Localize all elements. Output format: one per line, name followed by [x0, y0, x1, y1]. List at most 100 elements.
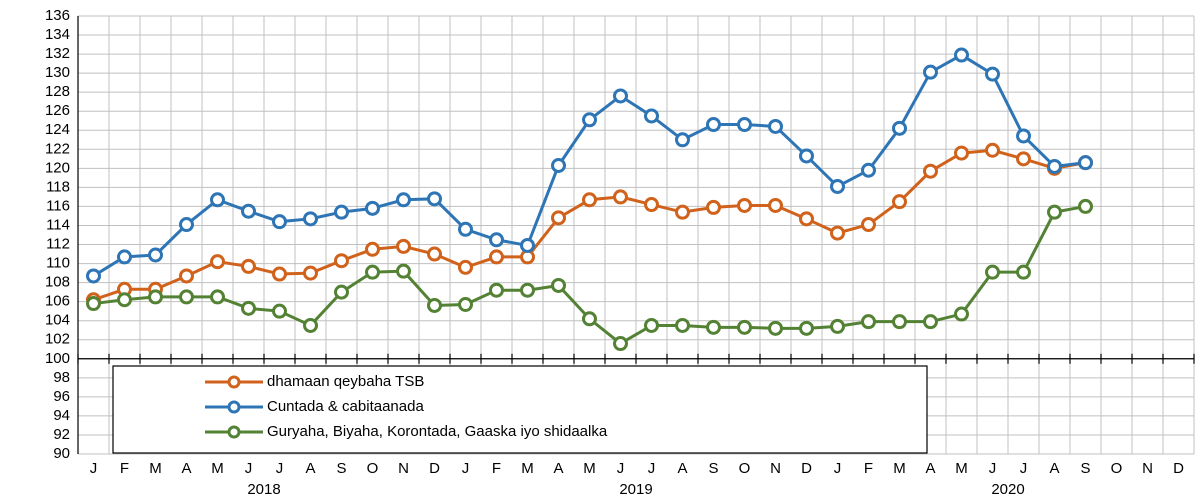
- marker: [675, 132, 690, 148]
- x-tick-label: M: [583, 460, 596, 477]
- x-tick-label: J: [462, 460, 470, 477]
- marker: [985, 142, 1000, 158]
- marker: [706, 199, 721, 215]
- marker: [241, 258, 256, 274]
- marker: [396, 263, 411, 279]
- marker: [303, 265, 318, 281]
- marker: [644, 317, 659, 333]
- marker: [458, 259, 473, 275]
- marker: [396, 238, 411, 254]
- marker: [148, 247, 163, 263]
- x-tick-label: F: [492, 460, 501, 477]
- year-label: 2018: [247, 481, 280, 498]
- x-tick-label: F: [864, 460, 873, 477]
- marker: [489, 282, 504, 298]
- marker: [582, 192, 597, 208]
- x-tick-label: M: [893, 460, 906, 477]
- x-tick-label: A: [925, 460, 935, 477]
- x-tick-label: M: [211, 460, 224, 477]
- marker: [241, 300, 256, 316]
- x-tick-label: M: [955, 460, 968, 477]
- y-tick-label: 116: [46, 197, 70, 214]
- marker: [861, 162, 876, 178]
- x-tick-label: D: [1173, 460, 1184, 477]
- x-tick-label: A: [181, 460, 191, 477]
- marker: [768, 118, 783, 134]
- marker: [458, 221, 473, 237]
- marker: [1047, 158, 1062, 174]
- x-tick-label: A: [553, 460, 563, 477]
- marker: [1016, 128, 1031, 144]
- x-tick-label: A: [305, 460, 315, 477]
- x-tick-label: N: [770, 460, 781, 477]
- x-tick-label: J: [834, 460, 842, 477]
- y-tick-label: 108: [45, 274, 70, 291]
- marker: [520, 237, 535, 253]
- x-tick-label: M: [149, 460, 162, 477]
- marker: [303, 317, 318, 333]
- y-tick-label: 130: [45, 64, 70, 81]
- marker: [427, 191, 442, 207]
- legend-label: dhamaan qeybaha TSB: [267, 373, 424, 390]
- marker: [489, 249, 504, 265]
- marker: [427, 297, 442, 313]
- marker: [179, 268, 194, 284]
- marker: [737, 117, 752, 133]
- marker: [613, 336, 628, 352]
- marker: [985, 264, 1000, 280]
- marker: [737, 319, 752, 335]
- marker: [861, 217, 876, 233]
- y-tick-label: 96: [53, 388, 70, 405]
- marker: [86, 296, 101, 312]
- marker: [1078, 155, 1093, 171]
- marker: [148, 289, 163, 305]
- y-tick-label: 92: [53, 426, 70, 443]
- marker: [985, 66, 1000, 82]
- x-tick-label: J: [245, 460, 253, 477]
- y-tick-label: 110: [46, 255, 70, 272]
- y-tick-label: 128: [45, 83, 70, 100]
- marker: [210, 192, 225, 208]
- y-tick-label: 118: [46, 178, 70, 195]
- marker: [551, 210, 566, 226]
- marker: [768, 320, 783, 336]
- x-tick-label: O: [367, 460, 379, 477]
- marker: [427, 246, 442, 262]
- marker: [923, 314, 938, 330]
- marker: [179, 217, 194, 233]
- marker: [675, 317, 690, 333]
- y-tick-label: 90: [53, 445, 70, 462]
- x-tick-label: N: [398, 460, 409, 477]
- year-label: 2020: [991, 481, 1024, 498]
- marker: [799, 148, 814, 164]
- x-tick-label: M: [521, 460, 534, 477]
- marker: [272, 303, 287, 319]
- marker: [613, 189, 628, 205]
- marker: [1016, 151, 1031, 167]
- y-tick-label: 132: [45, 45, 70, 62]
- marker: [582, 311, 597, 327]
- marker: [923, 163, 938, 179]
- x-tick-label: D: [429, 460, 440, 477]
- x-tick-label: J: [648, 460, 656, 477]
- y-tick-label: 136: [45, 7, 70, 24]
- marker: [799, 320, 814, 336]
- marker: [861, 314, 876, 330]
- legend-marker: [227, 400, 241, 414]
- x-tick-label: O: [1111, 460, 1123, 477]
- y-tick-label: 106: [45, 293, 70, 310]
- marker: [582, 112, 597, 128]
- series-line: [92, 53, 1086, 278]
- marker: [396, 192, 411, 208]
- marker: [520, 282, 535, 298]
- marker: [489, 232, 504, 248]
- marker: [1047, 204, 1062, 220]
- x-tick-label: O: [739, 460, 751, 477]
- marker: [892, 120, 907, 136]
- marker: [954, 47, 969, 63]
- x-tick-label: J: [90, 460, 98, 477]
- marker: [644, 108, 659, 124]
- x-tick-label: S: [1080, 460, 1090, 477]
- x-tick-label: J: [989, 460, 997, 477]
